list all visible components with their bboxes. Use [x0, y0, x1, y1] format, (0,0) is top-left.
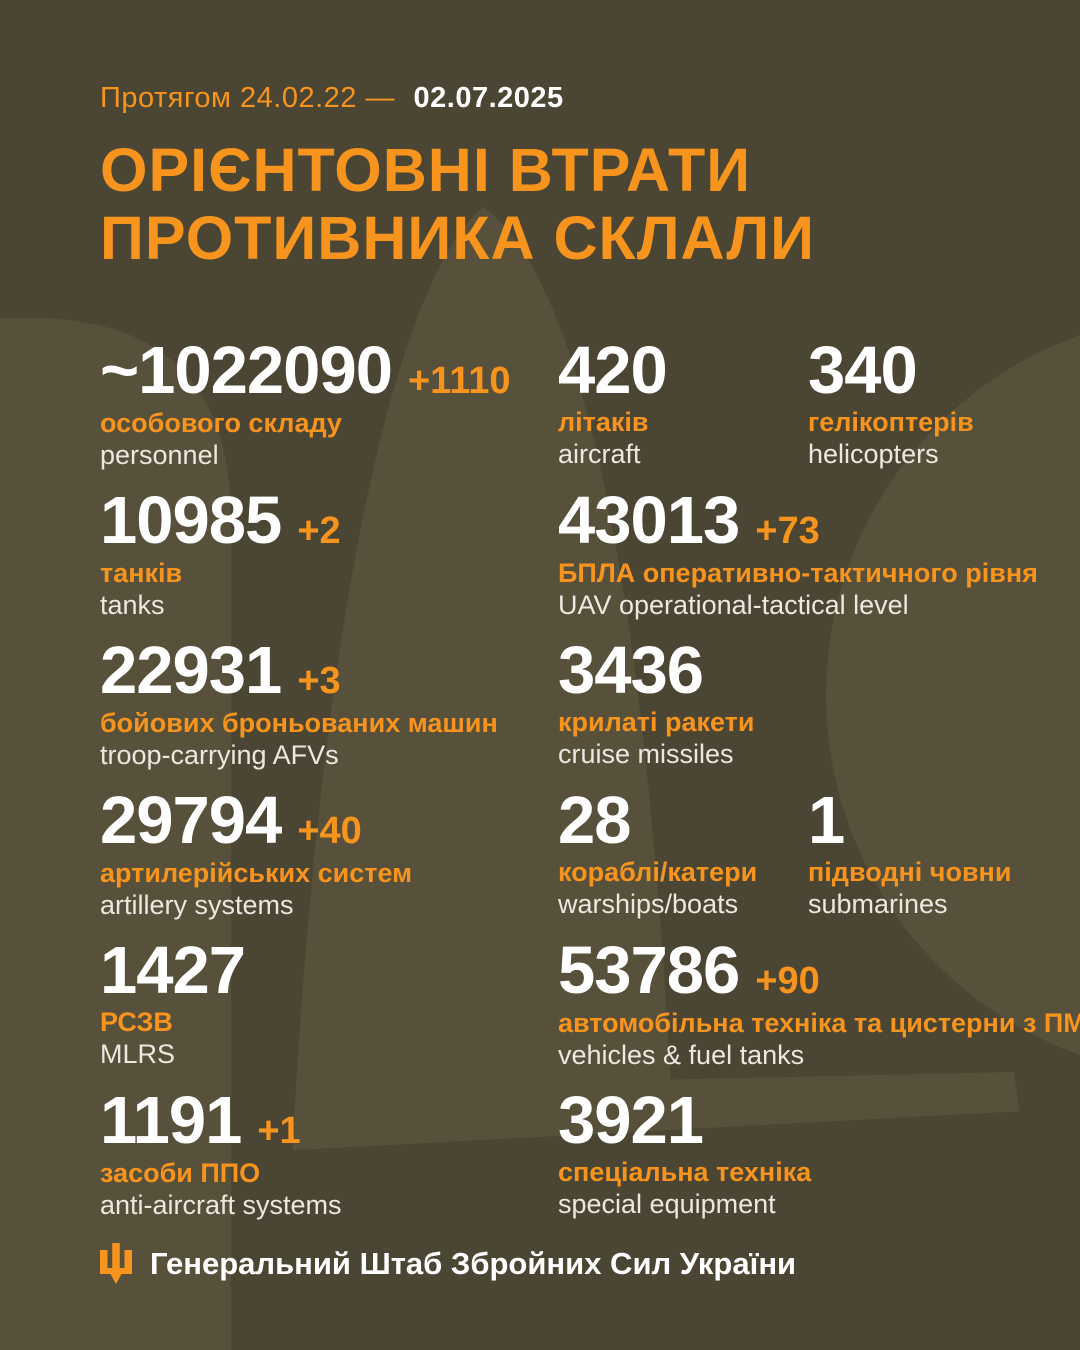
stat-label-en: troop-carrying AFVs: [100, 740, 339, 770]
stat-label-uk: літаків: [558, 407, 649, 437]
stat-label-en: warships/boats: [558, 889, 739, 919]
stat-personnel: ~1022090 +1110 особового складу personnel: [100, 333, 558, 490]
stat-value: ~1022090: [100, 333, 393, 408]
stat-label-en: MLRS: [100, 1039, 176, 1069]
stat-label-en: special equipment: [558, 1189, 776, 1219]
stats-grid: ~1022090 +1110 особового складу personnel…: [100, 333, 1080, 1240]
tryzub-icon: [100, 1243, 132, 1284]
period-prefix: Протягом 24.02.22 —: [100, 82, 395, 114]
stat-label-uk: РСЗВ: [100, 1007, 173, 1037]
stat-label-uk: БПЛА оперативно-тактичного рівня: [558, 558, 1038, 588]
stat-value: 3436: [558, 633, 704, 708]
stat-value: 1: [808, 783, 845, 858]
stat-label-en: aircraft: [558, 439, 641, 469]
stat-delta: +1: [257, 1110, 301, 1152]
stat-special-equipment: 3921 спеціальна техніка special equipmen…: [558, 1083, 1060, 1240]
title-line-1: ОРІЄНТОВНІ ВТРАТИ: [100, 136, 752, 204]
stat-label-uk: крилаті ракети: [558, 707, 755, 737]
stat-value: 1191: [100, 1083, 242, 1158]
stat-label-en: tanks: [100, 590, 165, 620]
organization-name: Генеральний Штаб Збройних Сил України: [150, 1246, 797, 1281]
stat-tanks: 10985 +2 танків tanks: [100, 483, 558, 640]
footer: Генеральний Штаб Збройних Сил України: [100, 1243, 796, 1285]
stat-mlrs: 1427 РСЗВ MLRS: [100, 933, 558, 1090]
stat-value: 28: [558, 783, 632, 858]
stat-label-en: submarines: [808, 889, 948, 919]
stat-label-uk: автомобільна техніка та цистерни з ПММ: [558, 1008, 1080, 1038]
stat-warships: 28 кораблі/катери warships/boats: [558, 783, 808, 940]
stat-label-uk: артилерійських систем: [100, 858, 413, 888]
stat-value: 1427: [100, 933, 246, 1008]
stat-value: 10985: [100, 483, 282, 558]
stat-label-en: artillery systems: [100, 890, 294, 920]
stat-cruise-missiles: 3436 крилаті ракети cruise missiles: [558, 633, 1060, 790]
stat-label-en: UAV operational-tactical level: [558, 590, 909, 620]
stat-value: 420: [558, 333, 668, 408]
stat-value: 3921: [558, 1083, 704, 1158]
title-line-2: ПРОТИВНИКА СКЛАЛИ: [100, 204, 815, 272]
stat-delta: +90: [755, 960, 820, 1002]
stat-value: 53786: [558, 933, 740, 1008]
stat-label-uk: засоби ППО: [100, 1158, 261, 1188]
stat-delta: +2: [297, 510, 341, 552]
stat-label-en: cruise missiles: [558, 739, 734, 769]
stat-aircraft: 420 літаків aircraft: [558, 333, 808, 490]
stat-value: 22931: [100, 633, 282, 708]
stat-vehicles: 53786 +90 автомобільна техніка та цистерн…: [558, 933, 1080, 1090]
stat-label-uk: кораблі/катери: [558, 857, 758, 887]
period-line: Протягом 24.02.22 — 02.07.2025: [100, 82, 564, 115]
stat-delta: +1110: [407, 360, 511, 402]
stat-label-en: anti-aircraft systems: [100, 1190, 342, 1220]
stat-label-uk: бойових броньованих машин: [100, 708, 498, 738]
report-date: 02.07.2025: [413, 82, 564, 114]
stat-label-en: personnel: [100, 440, 219, 470]
stat-delta: +40: [297, 810, 362, 852]
stat-submarines: 1 підводні човни submarines: [808, 783, 1060, 940]
stat-delta: +73: [755, 510, 820, 552]
page-title: ОРІЄНТОВНІ ВТРАТИ ПРОТИВНИКА СКЛАЛИ: [100, 136, 815, 272]
stat-label-en: vehicles & fuel tanks: [558, 1040, 805, 1070]
stat-air-defence: 1191 +1 засоби ППО anti-aircraft systems: [100, 1083, 558, 1240]
stat-label-en: helicopters: [808, 439, 939, 469]
stat-uav: 43013 +73 БПЛА оперативно-тактичного рівн…: [558, 483, 1060, 640]
stat-afv: 22931 +3 бойових броньованих машин troop-…: [100, 633, 558, 790]
stat-label-uk: особового складу: [100, 408, 342, 438]
stat-value: 29794: [100, 783, 282, 858]
stat-label-uk: спеціальна техніка: [558, 1157, 812, 1187]
stat-artillery: 29794 +40 артилерійських систем artillery…: [100, 783, 558, 940]
stat-value: 43013: [558, 483, 740, 558]
stat-delta: +3: [297, 660, 341, 702]
stat-label-uk: гелікоптерів: [808, 407, 974, 437]
stat-label-uk: підводні човни: [808, 857, 1012, 887]
stat-helicopters: 340 гелікоптерів helicopters: [808, 333, 1060, 490]
stat-label-uk: танків: [100, 558, 183, 588]
stat-value: 340: [808, 333, 918, 408]
